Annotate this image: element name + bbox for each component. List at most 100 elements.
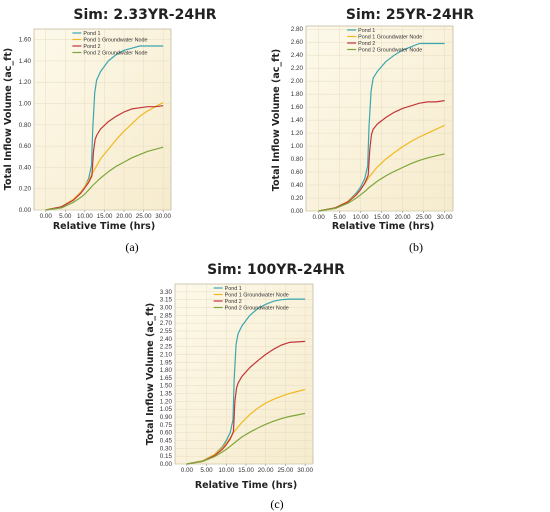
chart-c-xlabel: Relative Time (hrs) [195,480,297,491]
chart-c-ytick-label: 2.70 [160,320,173,327]
chart-c-ytick-label: 2.25 [160,344,173,351]
chart-a-caption: (a) [125,240,138,254]
chart-b-xtick-label: 10.00 [353,214,369,221]
chart-c-legend-label: Pond 2 Groundwater Node [225,306,289,312]
chart-c-xtick-label: 0.00 [181,467,194,474]
chart-a-legend-label: Pond 2 [83,44,100,50]
chart-a-legend-label: Pond 2 Groundwater Node [83,51,147,57]
chart-b-ylabel: Total Inflow Volume (ac_ft) [271,49,282,191]
chart-c-ytick-label: 0.90 [160,414,173,421]
chart-c-series-line-1 [186,298,306,465]
chart-c-xtick-label: 20.00 [258,467,274,474]
chart-a-xtick-label: 0.00 [40,213,53,220]
chart-b-ytick-label: 1.80 [291,91,304,98]
chart-b-plot-area [305,25,454,212]
chart-b-xtick-label: 25.00 [416,214,432,221]
chart-b-xticks: 0.00 5.00 10.00 15.00 20.00 25.00 30.00 [312,211,453,221]
chart-c-xticks: 0.00 5.00 10.00 15.00 20.00 25.00 30.00 [181,464,313,474]
chart-b-legend-label: Pond 2 Groundwater Node [358,48,422,54]
chart-c-legend-label: Pond 1 [225,286,242,292]
chart-a-gridlines [34,29,171,211]
chart-a-ytick-label: 0.80 [19,122,32,129]
chart-panel-c: Sim: 100YR-24HR 0.000.150.300.450.600.75… [145,262,345,511]
chart-b-ytick-label: 0.80 [291,156,304,163]
chart-b-ytick-label: 0.20 [291,195,304,202]
chart-b-title: Sim: 25YR-24HR [346,7,474,23]
chart-c-ytick-label: 0.30 [160,445,173,452]
chart-a-xtick-label: 30.00 [155,213,171,220]
chart-b-series [318,42,445,212]
chart-c-ytick-label: 0.75 [160,422,173,429]
chart-a-xtick-label: 25.00 [136,213,152,220]
chart-b-ytick-label: 2.00 [291,78,304,85]
chart-a-series-line-4 [45,146,164,211]
chart-a-ytick-label: 0.60 [19,143,32,150]
chart-a-ytick-label: 1.60 [19,37,32,44]
chart-a-ytick-label: 1.40 [19,58,32,65]
chart-c-ytick-label: 1.05 [160,406,173,413]
chart-b-ytick-label: 2.60 [291,39,304,46]
chart-c-ytick-label: 1.50 [160,383,173,390]
chart-c-yticks: 0.000.150.300.450.600.750.901.051.201.35… [160,289,173,468]
chart-b-ytick-label: 0.60 [291,169,304,176]
chart-c-gridlines [175,284,313,465]
chart-panel-b: Sim: 25YR-24HR 0.00 0.20 0.40 0.60 0.80 1.00 1… [271,7,474,254]
chart-b-ytick-label: 1.00 [291,143,304,150]
chart-c-ytick-label: 2.10 [160,351,173,358]
chart-c-ytick-label: 1.80 [160,367,173,374]
chart-panel-a: Sim: 2.33YR-24HR 0.00 0.20 0.40 0.60 0.80 1.0… [3,7,217,254]
chart-b-ytick-label: 2.40 [291,52,304,59]
chart-c-ytick-label: 0.00 [160,461,173,468]
chart-b-xtick-label: 20.00 [395,214,411,221]
chart-a-xtick-label: 20.00 [116,213,132,220]
chart-a-ylabel: Total Inflow Volume (ac_ft) [3,48,14,190]
chart-c-ytick-label: 2.40 [160,336,173,343]
chart-a-yticks: 0.00 0.20 0.40 0.60 0.80 1.00 1.20 1.40 1.60 [19,37,32,214]
chart-c-legend-label: Pond 1 Groundwater Node [225,293,289,299]
chart-c-ytick-label: 3.00 [160,304,173,311]
chart-c-xtick-label: 25.00 [278,467,294,474]
chart-b-xlabel: Relative Time (hrs) [332,221,434,232]
chart-c-ylabel: Total Inflow Volume (ac_ft) [145,303,156,445]
chart-b-gridlines [306,26,453,212]
chart-b-ytick-label: 1.40 [291,117,304,124]
chart-c-caption: (c) [270,497,283,511]
chart-b-xtick-label: 5.00 [333,214,346,221]
chart-c-ytick-label: 0.15 [160,453,173,460]
chart-c-ytick-label: 1.35 [160,391,173,398]
chart-c-series-line-2 [186,388,306,465]
chart-a-plot-area [33,28,172,211]
chart-b-yticks: 0.00 0.20 0.40 0.60 0.80 1.00 1.20 1.40 1.60 1.80… [291,26,304,215]
chart-a-xtick-label: 5.00 [59,213,72,220]
chart-c-series-line-4 [186,412,306,465]
chart-a-series [45,45,164,211]
chart-a-xlabel: Relative Time (hrs) [53,221,155,232]
chart-b-ytick-label: 1.60 [291,104,304,111]
chart-b-series-line-1 [318,42,445,212]
chart-c-ytick-label: 1.95 [160,359,173,366]
chart-a-legend-label: Pond 1 Groundwater Node [83,38,147,44]
chart-b-ytick-label: 0.40 [291,182,304,189]
chart-c-xtick-label: 10.00 [218,467,234,474]
chart-a-ytick-label: 1.00 [19,101,32,108]
chart-a-legend-label: Pond 1 [83,31,100,37]
chart-a-xtick-label: 10.00 [77,213,93,220]
chart-b-legend-label: Pond 1 [358,28,375,34]
chart-c-ytick-label: 0.60 [160,430,173,437]
chart-b-legend-label: Pond 2 [358,41,375,47]
chart-b-xtick-label: 0.00 [312,214,325,221]
chart-a-series-line-2 [45,101,164,211]
chart-b-ytick-label: 1.20 [291,130,304,137]
chart-b-ytick-label: 2.20 [291,65,304,72]
chart-b-xtick-label: 30.00 [437,214,453,221]
chart-b-series-line-3 [318,100,445,212]
chart-c-legend-label: Pond 2 [225,299,242,305]
chart-a-xticks: 0.00 5.00 10.00 15.00 20.00 25.00 30.00 [40,210,172,220]
chart-a-ytick-label: 0.20 [19,186,32,193]
chart-c-ytick-label: 1.65 [160,375,173,382]
chart-b-ytick-label: 2.80 [291,26,304,33]
chart-c-ytick-label: 2.85 [160,312,173,319]
